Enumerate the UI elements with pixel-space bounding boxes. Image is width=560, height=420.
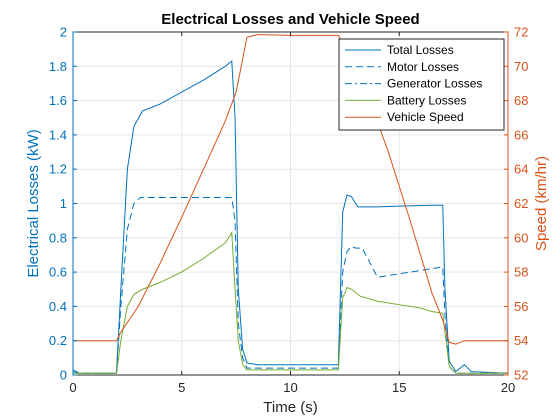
y-right-tick-label: 58 bbox=[514, 265, 528, 280]
x-axis-label: Time (s) bbox=[263, 399, 317, 416]
legend-box bbox=[338, 38, 505, 131]
y-left-tick-label: 2 bbox=[60, 25, 67, 40]
y-right-tick-label: 62 bbox=[514, 196, 528, 211]
y-left-tick-label: 0.8 bbox=[49, 230, 67, 245]
y-left-tick-label: 1.2 bbox=[49, 162, 67, 177]
y-right-tick-label: 54 bbox=[514, 333, 528, 348]
legend-label: Battery Losses bbox=[387, 93, 466, 107]
x-tick-label: 0 bbox=[69, 380, 76, 395]
y-right-tick-label: 70 bbox=[514, 59, 528, 74]
y-right-tick-label: 72 bbox=[514, 25, 528, 40]
series-line-total-losses bbox=[72, 60, 509, 374]
series-line-battery-losses bbox=[73, 231, 508, 374]
y-left-tick-label: 1.6 bbox=[49, 93, 67, 108]
y-left-tick-label: 0 bbox=[60, 368, 67, 383]
y-right-tick-label: 66 bbox=[514, 127, 528, 142]
y-right-axis-label: Speed (km/hr) bbox=[533, 156, 550, 251]
y-left-tick-label: 1 bbox=[60, 196, 67, 211]
y-left-tick-label: 0.4 bbox=[49, 299, 67, 314]
legend-label: Total Losses bbox=[387, 43, 454, 57]
chart-title: Electrical Losses and Vehicle Speed bbox=[161, 11, 419, 28]
legend-label: Vehicle Speed bbox=[387, 110, 464, 124]
y-left-tick-label: 1.4 bbox=[49, 127, 67, 142]
legend-label: Motor Losses bbox=[387, 60, 459, 74]
y-right-tick-label: 52 bbox=[514, 368, 528, 383]
y-right-tick-label: 68 bbox=[514, 93, 528, 108]
x-tick-label: 15 bbox=[392, 380, 406, 395]
series-line-vehicle-speed bbox=[73, 34, 508, 345]
y-right-tick-label: 64 bbox=[514, 162, 528, 177]
x-tick-label: 5 bbox=[178, 380, 185, 395]
x-tick-label: 10 bbox=[283, 380, 297, 395]
legend-label: Generator Losses bbox=[387, 77, 482, 91]
y-left-axis-ticks: 0 0.2 0.4 0.6 0.8 1 1.2 1.4 1.6 1.8 2 bbox=[49, 25, 77, 383]
x-tick-label: 20 bbox=[501, 380, 515, 395]
y-right-tick-label: 56 bbox=[514, 299, 528, 314]
y-left-tick-label: 0.6 bbox=[49, 265, 67, 280]
series-line-motor-losses bbox=[72, 197, 508, 374]
y-left-axis-label: Electrical Losses (kW) bbox=[25, 129, 42, 277]
legend: Total Losses Motor Losses Generator Losses… bbox=[338, 38, 505, 131]
y-right-tick-label: 60 bbox=[514, 230, 528, 245]
y-left-tick-label: 1.8 bbox=[49, 59, 67, 74]
y-right-axis-ticks: 52 54 56 58 60 62 64 66 68 70 72 bbox=[504, 25, 528, 383]
y-left-tick-label: 0.2 bbox=[49, 333, 67, 348]
